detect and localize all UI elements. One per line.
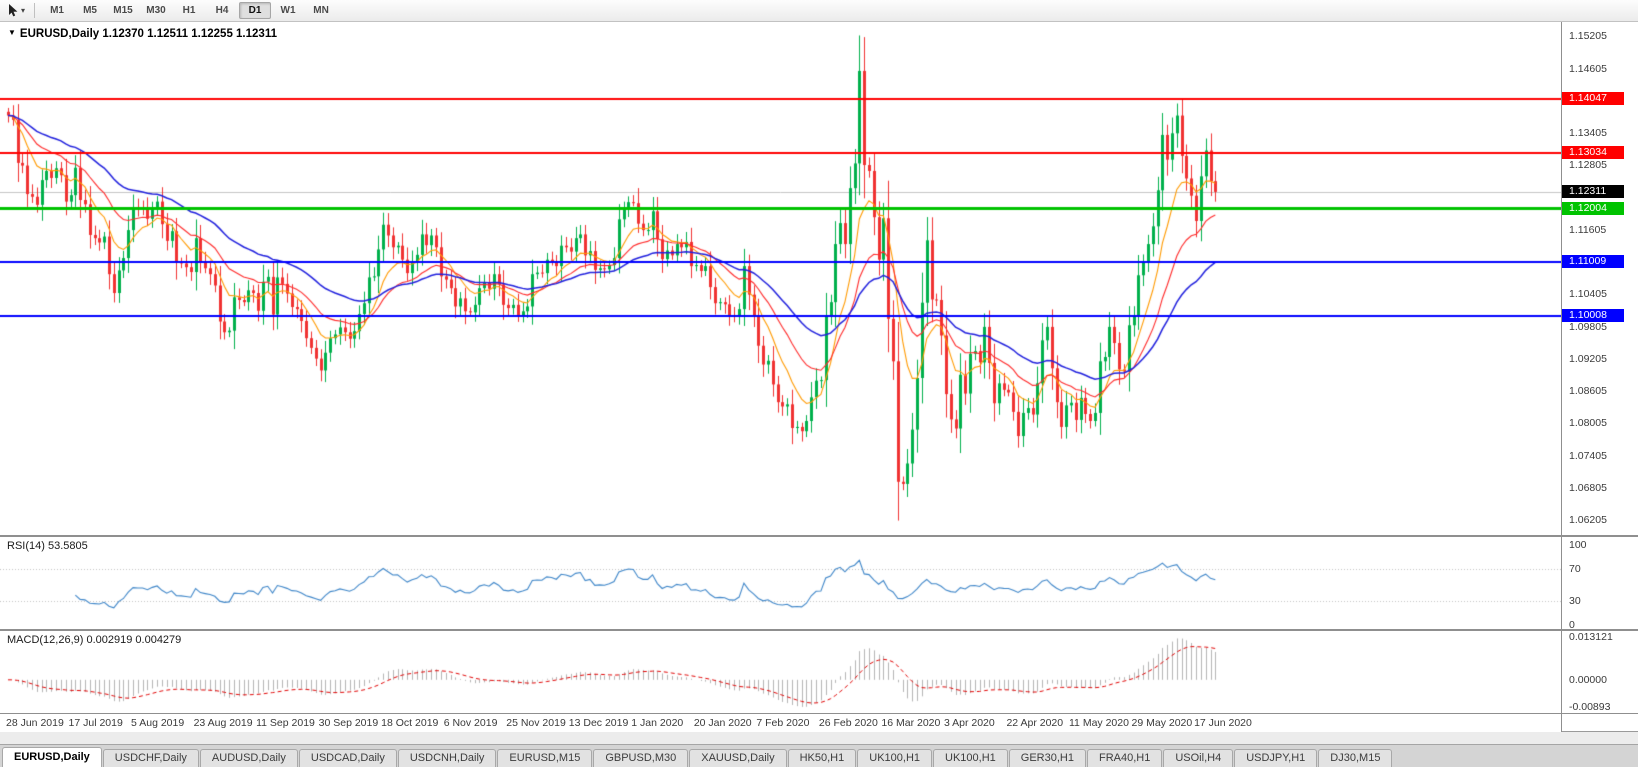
- timeframe-m1[interactable]: M1: [50, 5, 64, 16]
- level-price-tag: 1.11009: [1562, 255, 1624, 268]
- time-axis-label: 23 Aug 2019: [193, 717, 253, 729]
- timeframe-button-group: M1 M5 M15 M30 H1 H4 D1 W1 MN: [41, 2, 337, 19]
- price-axis-label: 1.08005: [1569, 417, 1607, 430]
- price-axis-label: 1.14605: [1569, 62, 1607, 75]
- chart-tab-usdcad-daily[interactable]: USDCAD,Daily: [298, 749, 397, 767]
- macd-pane-canvas[interactable]: [0, 631, 1561, 713]
- rsi-axis-label: 100: [1569, 539, 1587, 551]
- chart-tab-audusd-daily[interactable]: AUDUSD,Daily: [199, 749, 298, 767]
- chart-title-overlay: ▼ EURUSD,Daily 1.12370 1.12511 1.12255 1.…: [8, 28, 277, 40]
- time-axis-label: 6 Nov 2019: [443, 717, 498, 729]
- pane-separator[interactable]: [0, 535, 1638, 537]
- pane-separator[interactable]: [0, 629, 1638, 631]
- price-axis-label: 1.09205: [1569, 352, 1607, 365]
- time-axis-label: 17 Jul 2019: [68, 717, 123, 729]
- chart-tab-usoil-h4[interactable]: USOil,H4: [1163, 749, 1234, 767]
- macd-axis: 0.013121 0.00000 -0.00893: [1562, 631, 1638, 713]
- price-axis-label: 1.11605: [1569, 223, 1607, 236]
- time-axis-label: 1 Jan 2020: [631, 717, 684, 729]
- rsi-axis: 100 70 30 0: [1562, 537, 1638, 631]
- price-axis-label: 1.09805: [1569, 320, 1607, 333]
- price-axis[interactable]: 1.15205 1.14605 1.13405 1.12805 1.11605 1.104…: [1562, 22, 1638, 535]
- rsi-axis-label: 70: [1569, 563, 1581, 575]
- chart-tab-uk100-h1[interactable]: UK100,H1: [933, 749, 1008, 767]
- window-bottom-strip: [0, 732, 1638, 744]
- chevron-down-icon: ▾: [21, 5, 26, 15]
- macd-indicator-label: MACD(12,26,9) 0.002919 0.004279: [7, 634, 182, 646]
- chart-tab-hk50-h1[interactable]: HK50,H1: [787, 749, 857, 767]
- price-axis-label: 1.07405: [1569, 449, 1607, 462]
- macd-axis-label: 0.013121: [1569, 631, 1613, 643]
- cursor-pointer-icon: [9, 4, 18, 17]
- timeframe-d1[interactable]: D1: [239, 2, 272, 19]
- time-axis-label: 26 Feb 2020: [818, 717, 878, 729]
- chart-tab-usdcnh-daily[interactable]: USDCNH,Daily: [397, 749, 497, 767]
- level-price-tag: 1.12004: [1562, 202, 1624, 215]
- chart-ohlc-values: 1.12370 1.12511 1.12255 1.12311: [102, 28, 277, 40]
- level-price-tag: 1.13034: [1562, 146, 1624, 159]
- level-price-tag: 1.10008: [1562, 309, 1624, 322]
- level-price-tag: 1.14047: [1562, 92, 1624, 105]
- timeframe-m30[interactable]: M30: [146, 5, 166, 16]
- time-axis-label: 20 Jan 2020: [693, 717, 752, 729]
- price-axis-label: 1.10405: [1569, 288, 1607, 301]
- time-axis-label: 11 Sep 2019: [256, 717, 315, 729]
- price-axis-border: [1561, 22, 1562, 732]
- time-axis-label: 25 Nov 2019: [506, 717, 566, 729]
- toolbar-separator: [34, 3, 36, 18]
- chart-tab-usdchf-daily[interactable]: USDCHF,Daily: [102, 749, 199, 767]
- time-axis-label: 28 Jun 2019: [6, 717, 64, 729]
- time-axis-label: 29 May 2020: [1131, 717, 1193, 729]
- timeframe-w1[interactable]: W1: [280, 5, 296, 16]
- timeframe-m15[interactable]: M15: [113, 5, 133, 16]
- macd-axis-label: 0.00000: [1569, 673, 1607, 686]
- chart-tab-usdjpy-h1[interactable]: USDJPY,H1: [1234, 749, 1318, 767]
- current-price-tag: 1.12311: [1562, 185, 1624, 198]
- chart-tab-eurusd-m15[interactable]: EURUSD,M15: [497, 749, 593, 767]
- rsi-indicator-label: RSI(14) 53.5805: [7, 540, 88, 552]
- timeframe-m5[interactable]: M5: [83, 5, 97, 16]
- price-chart-canvas[interactable]: [0, 22, 1561, 535]
- time-axis-label: 11 May 2020: [1069, 717, 1129, 729]
- timeframe-mn[interactable]: MN: [313, 5, 329, 16]
- rsi-axis-label: 30: [1569, 595, 1581, 607]
- macd-axis-label: -0.00893: [1569, 701, 1611, 713]
- chart-tab-eurusd-daily[interactable]: EURUSD,Daily: [2, 747, 102, 767]
- timeframe-h1[interactable]: H1: [182, 5, 196, 16]
- collapse-triangle-icon: ▼: [8, 28, 16, 37]
- time-axis-label: 5 Aug 2019: [131, 717, 185, 729]
- timeframe-h4[interactable]: H4: [215, 5, 229, 16]
- time-axis-label: 22 Apr 2020: [1006, 717, 1064, 729]
- chart-tab-fra40-h1[interactable]: FRA40,H1: [1086, 749, 1163, 767]
- chart-window: ▼ EURUSD,Daily 1.12370 1.12511 1.12255 1.…: [0, 22, 1638, 732]
- price-axis-label: 1.12805: [1569, 159, 1607, 172]
- chart-symbol-label: EURUSD,Daily: [19, 28, 100, 40]
- time-axis-label: 7 Feb 2020: [756, 717, 810, 729]
- time-axis[interactable]: 28 Jun 2019 17 Jul 2019 5 Aug 2019 23 Aug 2…: [0, 714, 1561, 732]
- rsi-axis-label: 0: [1569, 619, 1575, 631]
- chart-toolbar: ▾ M1 M5 M15 M30 H1 H4 D1 W1 MN: [0, 0, 1638, 22]
- chart-tab-xauusd-daily[interactable]: XAUUSD,Daily: [689, 749, 787, 767]
- rsi-pane-canvas[interactable]: [0, 537, 1561, 629]
- chart-tab-uk100-h1[interactable]: UK100,H1: [857, 749, 933, 767]
- price-axis-label: 1.06805: [1569, 481, 1607, 494]
- chart-tab-gbpusd-m30[interactable]: GBPUSD,M30: [593, 749, 689, 767]
- chart-tab-bar: EURUSD,Daily USDCHF,Daily AUDUSD,Daily USDC…: [0, 744, 1638, 767]
- time-axis-label: 16 Mar 2020: [881, 717, 941, 729]
- chart-tab-dj30-m15[interactable]: DJ30,M15: [1318, 749, 1393, 767]
- cursor-tool-button[interactable]: ▾: [4, 2, 28, 20]
- price-axis-label: 1.08605: [1569, 385, 1607, 398]
- time-axis-label: 18 Oct 2019: [381, 717, 439, 729]
- time-axis-label: 17 Jun 2020: [1194, 717, 1252, 729]
- time-axis-label: 3 Apr 2020: [943, 717, 995, 729]
- price-axis-label: 1.15205: [1569, 30, 1607, 43]
- time-axis-label: 13 Dec 2019: [568, 717, 629, 729]
- time-axis-label: 30 Sep 2019: [318, 717, 379, 729]
- price-axis-label: 1.06205: [1569, 514, 1607, 527]
- price-axis-label: 1.13405: [1569, 127, 1607, 140]
- pane-separator: [0, 713, 1638, 714]
- chart-tab-ger30-h1[interactable]: GER30,H1: [1008, 749, 1086, 767]
